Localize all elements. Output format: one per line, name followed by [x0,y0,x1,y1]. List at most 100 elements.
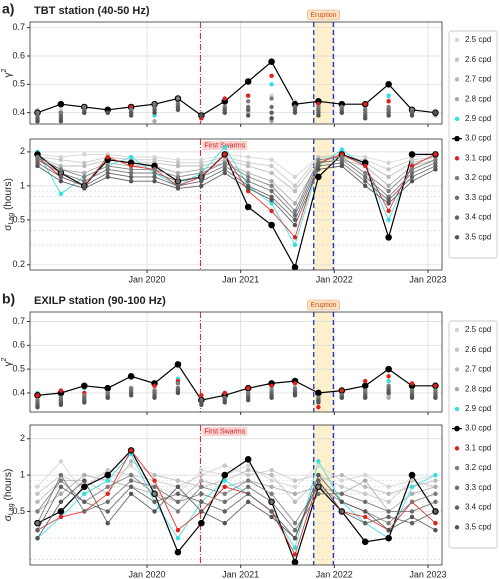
data-point [245,491,251,496]
data-point [152,170,157,176]
legend-label: 2.7 cpd [465,365,491,374]
data-point [199,484,204,489]
data-point [361,538,369,546]
series-line [37,60,436,117]
legend-label: 3.0 cpd [465,424,491,433]
data-point [292,552,298,557]
data-point [82,186,87,191]
data-point [128,478,134,483]
data-point [409,478,415,483]
data-point [339,491,345,496]
data-point [339,110,345,115]
legend-label: 3.2 cpd [465,173,491,182]
data-point [175,178,181,184]
data-point [269,509,274,514]
data-point [81,382,88,390]
y-label-superscript: 2 [1,68,8,72]
data-point [316,113,321,118]
legend-box [448,30,498,259]
data-point [245,385,251,391]
y-label-superscript: 2 [1,357,8,361]
y-label-subscript: Lag [8,503,15,515]
series-line [37,159,436,216]
data-point [363,478,368,483]
data-point [35,499,40,505]
data-point [128,393,134,398]
data-point [269,183,274,189]
series-group [34,58,439,124]
data-point [268,221,275,229]
data-point [385,365,392,373]
data-point [245,93,251,98]
y-axis-label: γ2 [1,68,14,77]
legend-label: 3.0 cpd [465,134,491,143]
y-label-unit: (hours) [3,178,14,210]
data-point [105,167,110,172]
data-point [35,118,40,124]
data-point [35,527,40,533]
legend-marker [454,446,460,451]
data-point [386,197,391,203]
legend-label: 3.1 cpd [465,153,491,162]
eruption-label-box [307,299,340,311]
y-tick-label: 0.4 [12,387,25,397]
data-point [409,395,415,400]
x-tick-label: Jan 2022 [316,569,353,579]
y-tick-label: 2 [20,433,25,443]
data-point [292,183,298,189]
data-point [316,167,321,172]
data-point [385,534,392,542]
data-point [433,509,438,514]
data-point [386,183,391,189]
data-point [82,400,87,405]
data-point [245,163,251,169]
data-point [339,484,345,489]
data-point [339,478,345,483]
data-point [245,113,251,118]
data-point [152,484,157,489]
y-tick-label: 0.6 [12,340,25,350]
data-point [386,201,391,206]
data-point [128,154,134,160]
series-group [34,447,439,565]
data-point [292,478,298,483]
legend-label: 3.2 cpd [465,463,491,472]
data-point [291,264,299,270]
data-point [128,463,134,468]
data-point [245,186,251,191]
data-point [244,78,252,85]
data-point [199,467,204,473]
series-line [37,449,436,556]
data-point [245,170,251,176]
data-point [175,527,181,533]
data-point [292,110,298,115]
y-tick-label: 0.7 [12,316,25,326]
data-point [386,208,391,214]
data-point [244,203,252,211]
legend-label: 2.6 cpd [465,55,491,64]
data-point [386,390,391,396]
data-point [269,499,274,505]
data-point [385,234,392,241]
legend-label: 2.8 cpd [465,384,491,393]
data-point [409,160,415,166]
data-point [316,478,321,483]
legend-label: 3.3 cpd [465,193,491,202]
data-point [386,217,391,223]
data-point [199,160,204,166]
data-point [152,110,157,115]
data-point [292,381,298,386]
data-point [104,384,112,392]
data-point [363,174,368,180]
data-point [105,163,110,169]
data-point [82,170,87,176]
data-point [316,463,321,468]
data-point [222,520,227,526]
data-point [409,178,415,184]
data-point [82,110,87,115]
data-point [433,383,438,389]
data-point [128,484,134,489]
series-line [37,479,436,540]
y-tick-label: 2 [20,146,25,156]
data-point [128,178,134,184]
